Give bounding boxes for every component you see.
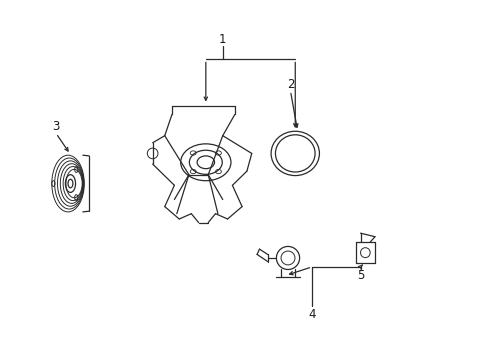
Text: 5: 5: [356, 269, 364, 282]
Text: 2: 2: [286, 78, 294, 91]
Text: 4: 4: [308, 308, 315, 321]
Text: 1: 1: [219, 33, 226, 46]
Text: 3: 3: [52, 120, 60, 133]
